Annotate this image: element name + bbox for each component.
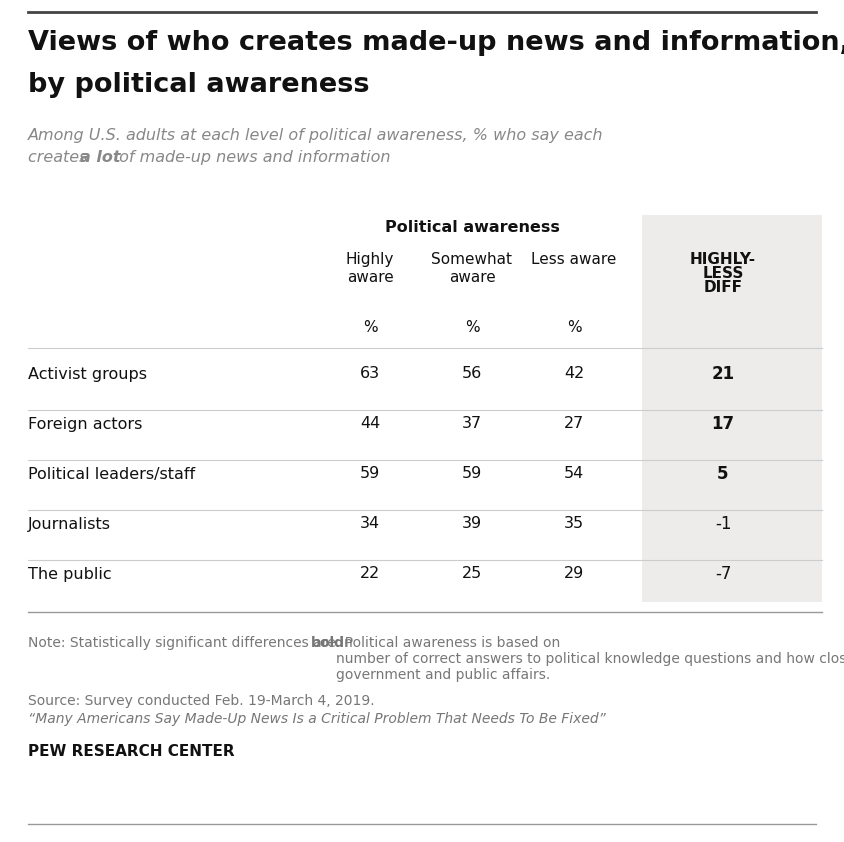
Text: of made-up news and information: of made-up news and information [114,150,391,165]
Text: Views of who creates made-up news and information,: Views of who creates made-up news and in… [28,30,844,56]
Text: 17: 17 [711,415,734,433]
Text: LESS: LESS [702,266,744,281]
Text: Highly
aware: Highly aware [346,252,394,285]
Text: %: % [566,320,582,335]
Text: 35: 35 [564,516,584,531]
Text: Activist groups: Activist groups [28,366,147,381]
Text: -7: -7 [715,565,731,583]
Text: 21: 21 [711,365,734,383]
Text: 29: 29 [564,567,584,582]
Text: 54: 54 [564,466,584,482]
Text: 34: 34 [360,516,380,531]
Text: Journalists: Journalists [28,516,111,531]
Text: by political awareness: by political awareness [28,72,370,98]
Text: bold: bold [311,636,345,650]
Text: HIGHLY-: HIGHLY- [690,252,756,267]
Text: a lot: a lot [80,150,121,165]
Text: 63: 63 [360,366,380,381]
Text: 25: 25 [462,567,482,582]
Text: 59: 59 [360,466,380,482]
Text: The public: The public [28,567,111,582]
Text: Source: Survey conducted Feb. 19-March 4, 2019.: Source: Survey conducted Feb. 19-March 4… [28,694,375,708]
Text: 37: 37 [462,417,482,431]
Text: 42: 42 [564,366,584,381]
Text: 22: 22 [360,567,380,582]
Text: -1: -1 [715,515,731,533]
Text: Among U.S. adults at each level of political awareness, % who say each: Among U.S. adults at each level of polit… [28,128,603,143]
Text: . Political awareness is based on
number of correct answers to political knowled: . Political awareness is based on number… [336,636,844,682]
Text: %: % [363,320,377,335]
Text: Political awareness: Political awareness [385,220,560,235]
Text: Somewhat
aware: Somewhat aware [431,252,512,285]
Text: 56: 56 [462,366,482,381]
Text: 44: 44 [360,417,380,431]
Text: 39: 39 [462,516,482,531]
Text: creates: creates [28,150,93,165]
Text: DIFF: DIFF [704,280,743,295]
Text: Political leaders/staff: Political leaders/staff [28,466,195,482]
Bar [642,215,822,602]
Text: Foreign actors: Foreign actors [28,417,143,431]
Text: Less aware: Less aware [532,252,617,267]
Text: PEW RESEARCH CENTER: PEW RESEARCH CENTER [28,744,235,759]
Text: Note: Statistically significant differences are in: Note: Statistically significant differen… [28,636,357,650]
Text: “Many Americans Say Made-Up News Is a Critical Problem That Needs To Be Fixed”: “Many Americans Say Made-Up News Is a Cr… [28,712,606,726]
Text: 27: 27 [564,417,584,431]
Text: %: % [465,320,479,335]
Text: 5: 5 [717,465,728,483]
Text: 59: 59 [462,466,482,482]
